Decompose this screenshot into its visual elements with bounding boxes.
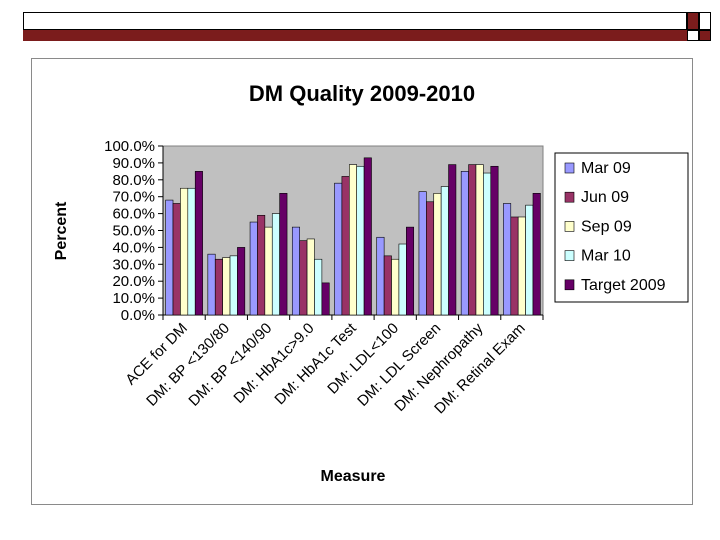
bar	[249, 221, 258, 316]
y-tick-label: 10.0%	[112, 290, 155, 307]
bar	[291, 226, 300, 316]
bar	[460, 171, 469, 316]
bar	[194, 171, 203, 316]
bar	[334, 182, 343, 316]
legend-swatch	[564, 279, 575, 291]
bar	[180, 187, 189, 316]
y-tick-label: 30.0%	[112, 256, 155, 273]
bar	[517, 216, 526, 316]
bar	[398, 243, 407, 316]
header-square	[687, 12, 699, 30]
bar	[348, 164, 357, 316]
bar	[306, 238, 315, 316]
legend-label: Mar 09	[581, 160, 631, 177]
bar	[271, 213, 280, 316]
bar	[172, 203, 181, 316]
legend-label: Target 2009	[581, 277, 666, 294]
bar	[299, 240, 308, 316]
y-tick-label: 40.0%	[112, 239, 155, 256]
bar	[503, 203, 512, 316]
bar	[406, 226, 415, 316]
y-tick-label: 70.0%	[112, 189, 155, 206]
bar	[222, 257, 231, 316]
bar	[165, 199, 174, 316]
bar	[214, 258, 223, 316]
bar	[490, 165, 499, 316]
bar	[418, 191, 427, 316]
x-axis-label: Measure	[321, 468, 386, 485]
legend-swatch	[564, 162, 575, 174]
bar	[532, 193, 541, 316]
header-square	[687, 30, 699, 41]
y-tick-label: 20.0%	[112, 273, 155, 290]
bar	[483, 172, 492, 316]
bar	[426, 201, 435, 316]
bar	[510, 216, 519, 316]
y-tick-label: 0.0%	[121, 307, 155, 324]
y-axis-label: Percent	[53, 201, 70, 260]
bar	[475, 164, 484, 316]
bar	[391, 258, 400, 316]
bar	[356, 165, 365, 316]
bar	[279, 193, 288, 316]
legend-swatch	[564, 191, 575, 203]
y-tick-label: 80.0%	[112, 172, 155, 189]
legend-swatch	[564, 221, 575, 232]
bar	[440, 186, 449, 316]
bar	[433, 193, 442, 316]
bar	[264, 226, 273, 316]
bar	[257, 214, 266, 316]
legend-label: Mar 10	[581, 248, 631, 265]
bar	[207, 253, 216, 316]
header-bar	[23, 12, 687, 30]
bar	[237, 247, 246, 316]
y-tick-label: 50.0%	[112, 223, 155, 240]
header-square	[699, 30, 711, 41]
bar	[525, 204, 534, 316]
header-square	[699, 12, 711, 30]
y-tick-label: 90.0%	[112, 155, 155, 172]
legend-label: Jun 09	[581, 189, 629, 206]
bar	[321, 282, 330, 316]
bar	[187, 187, 196, 316]
bar	[314, 258, 323, 316]
bar	[229, 255, 238, 316]
y-tick-label: 60.0%	[112, 206, 155, 223]
legend	[554, 152, 689, 303]
legend-label: Sep 09	[581, 218, 632, 235]
bar	[468, 164, 477, 316]
header-accent-bar	[23, 30, 687, 41]
bar	[376, 236, 385, 316]
bar	[383, 255, 392, 316]
bar	[448, 164, 457, 316]
legend-swatch	[564, 250, 575, 261]
bar	[363, 157, 372, 316]
y-tick-label: 100.0%	[104, 138, 155, 155]
chart-title: DM Quality 2009-2010	[249, 81, 475, 106]
bar	[341, 176, 350, 316]
